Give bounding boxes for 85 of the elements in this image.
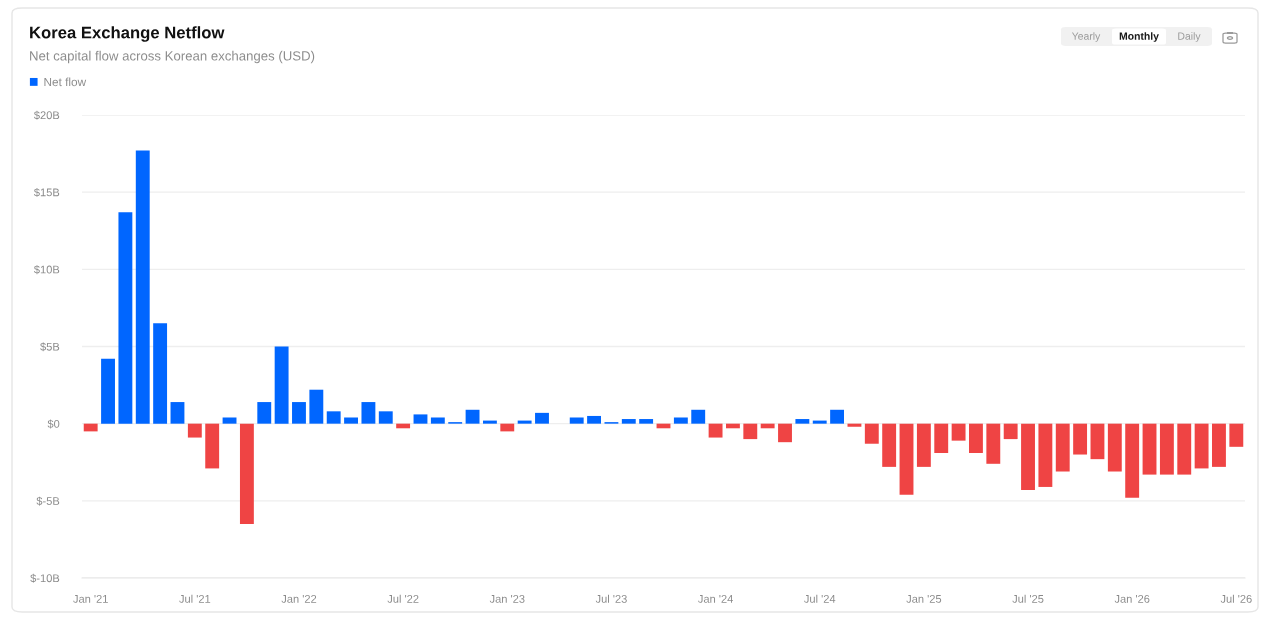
bar — [847, 423, 862, 427]
bar — [1194, 423, 1209, 469]
bar — [517, 420, 532, 424]
bar — [1212, 423, 1226, 467]
bar — [361, 402, 376, 424]
bar — [430, 417, 445, 424]
bar — [969, 423, 983, 453]
bar — [691, 409, 706, 424]
bar — [1003, 423, 1018, 440]
x-tick-label: Jan '25 — [906, 594, 942, 603]
bar — [378, 411, 393, 424]
bar — [864, 423, 879, 444]
x-tick-label: Jan '22 — [281, 594, 317, 603]
bar — [465, 409, 480, 424]
bar — [1055, 423, 1070, 472]
y-tick-label: $20B — [33, 110, 60, 120]
x-tick-label: Jul '25 — [1012, 594, 1044, 603]
bar — [708, 423, 723, 438]
x-tick-label: Jul '23 — [595, 594, 627, 603]
bar — [101, 358, 115, 424]
bar — [1107, 423, 1122, 472]
bar — [274, 346, 289, 424]
bar — [1090, 423, 1105, 460]
bar — [1021, 423, 1035, 491]
bar — [812, 420, 827, 424]
x-tick-label: Jan '26 — [1114, 594, 1150, 603]
bar — [257, 402, 272, 424]
bar — [170, 402, 185, 424]
y-tick-label: $-5B — [36, 496, 60, 506]
bar — [569, 417, 584, 424]
bar — [587, 415, 602, 424]
x-tick-label: Jul '22 — [387, 594, 419, 603]
chart-subtitle: Net capital flow across Korean exchanges (USD) — [30, 50, 315, 64]
bar — [239, 423, 254, 524]
y-tick-label: $15B — [33, 187, 60, 197]
bar — [951, 423, 966, 441]
bar — [1073, 423, 1088, 455]
bar — [1159, 423, 1174, 475]
bar — [621, 419, 636, 424]
bar — [222, 417, 237, 424]
x-tick-label: Jul '21 — [179, 594, 211, 603]
bar — [309, 389, 324, 424]
bar — [118, 212, 133, 424]
bar — [795, 419, 810, 424]
x-tick-label: Jul '26 — [1220, 594, 1252, 603]
bar — [187, 423, 202, 438]
legend-label: Net flow — [44, 77, 87, 87]
bar — [83, 423, 98, 432]
bar — [986, 423, 1001, 464]
bar — [1177, 423, 1192, 475]
bar — [500, 423, 515, 432]
y-tick-label: $5B — [40, 342, 60, 352]
bar — [882, 423, 897, 467]
x-tick-label: Jan '23 — [489, 594, 525, 603]
text: Monthly — [1119, 32, 1159, 42]
bar — [205, 423, 220, 469]
bar — [135, 150, 150, 424]
text: Daily — [1178, 32, 1201, 42]
bar — [673, 417, 688, 424]
bar — [639, 419, 654, 424]
y-tick-label: $0 — [47, 419, 60, 429]
y-tick-label: $-10B — [30, 573, 60, 583]
bar — [830, 409, 845, 424]
bar — [326, 411, 341, 424]
text: Yearly — [1071, 32, 1101, 42]
x-tick-label: Jan '24 — [698, 594, 733, 603]
chart-title: Korea Exchange Netflow — [30, 26, 225, 42]
bar — [1229, 423, 1244, 447]
x-tick-label: Jan '21 — [73, 594, 108, 603]
bar — [413, 414, 428, 424]
bar — [1125, 423, 1140, 498]
y-tick-label: $10B — [33, 265, 60, 275]
bar — [743, 423, 758, 440]
x-tick-label: Jul '24 — [804, 594, 836, 603]
bar — [482, 420, 497, 424]
bar — [934, 423, 949, 453]
bar — [1142, 423, 1157, 475]
bar — [778, 423, 792, 443]
bar — [1038, 423, 1053, 487]
bar — [344, 417, 358, 424]
bar — [153, 323, 168, 424]
bar — [535, 412, 549, 424]
bar — [916, 423, 931, 467]
bar — [899, 423, 914, 495]
bar — [292, 402, 306, 424]
